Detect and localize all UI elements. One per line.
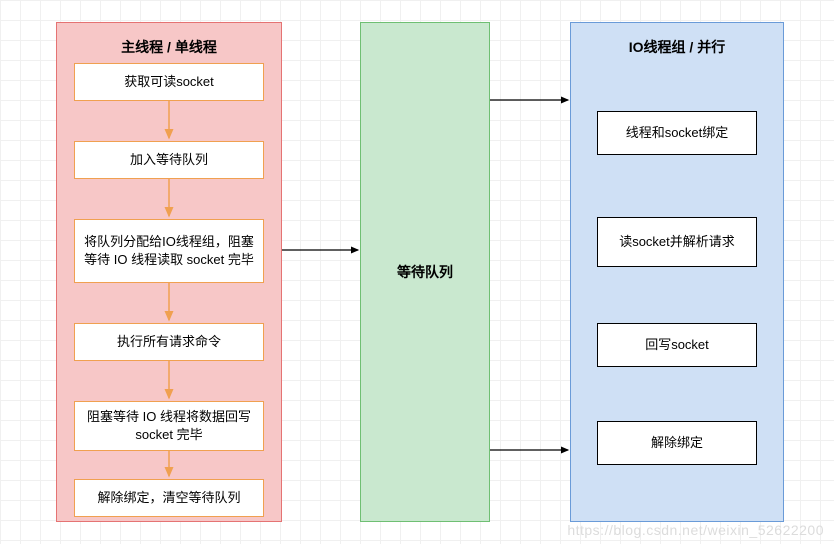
main-thread-column: 主线程 / 单线程 获取可读socket 加入等待队列将队列分配给IO线程组，阻塞… <box>56 22 282 522</box>
wait-queue-title: 等待队列 <box>397 262 453 282</box>
io-thread-column: IO线程组 / 并行 线程和socket绑定读socket并解析请求回写sock… <box>570 22 784 522</box>
col-right-node-0: 线程和socket绑定 <box>597 111 757 155</box>
wait-queue-column: 等待队列 <box>360 22 490 522</box>
col-left-node-3: 执行所有请求命令 <box>74 323 264 361</box>
io-thread-title: IO线程组 / 并行 <box>571 23 783 67</box>
col-right-node-1: 读socket并解析请求 <box>597 217 757 267</box>
main-thread-title: 主线程 / 单线程 <box>57 23 281 67</box>
col-left-node-1: 加入等待队列 <box>74 141 264 179</box>
col-left-node-2: 将队列分配给IO线程组，阻塞等待 IO 线程读取 socket 完毕 <box>74 219 264 283</box>
col-left-node-0: 获取可读socket <box>74 63 264 101</box>
col-right-node-2: 回写socket <box>597 323 757 367</box>
col-right-node-3: 解除绑定 <box>597 421 757 465</box>
watermark: https://blog.csdn.net/weixin_52622200 <box>567 522 824 538</box>
col-left-node-4: 阻塞等待 IO 线程将数据回写 socket 完毕 <box>74 401 264 451</box>
col-left-node-5: 解除绑定，清空等待队列 <box>74 479 264 517</box>
